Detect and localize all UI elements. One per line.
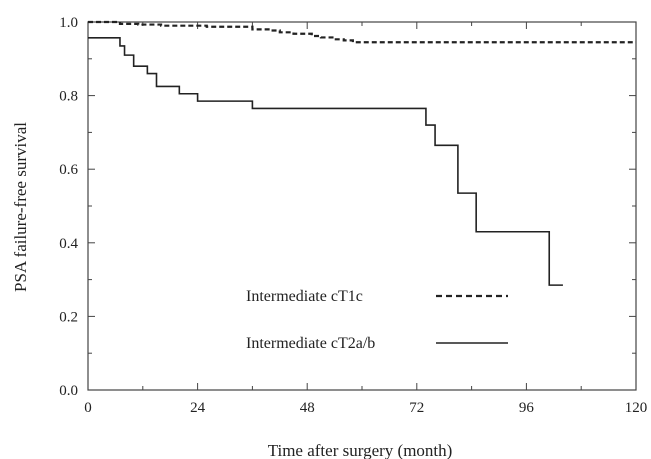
- y-tick-label: 0.6: [59, 162, 78, 178]
- x-tick-label: 120: [625, 400, 648, 416]
- x-tick-label: 72: [409, 400, 424, 416]
- x-tick-label: 48: [300, 400, 315, 416]
- legend: Intermediate cT1c Intermediate cT2a/b: [246, 288, 508, 352]
- x-axis-title: Time after surgery (month): [268, 441, 453, 459]
- ticks: 0 24 48 72 96 120 0.0 0.2 0.4 0.6 0.8 1.0: [59, 15, 647, 416]
- series: [88, 20, 636, 286]
- y-tick-label: 0.0: [59, 383, 78, 399]
- y-tick-label: 1.0: [59, 15, 78, 31]
- y-axis-title: PSA failure-free survival: [11, 122, 30, 292]
- series-line-2: [88, 37, 563, 286]
- y-tick-label: 0.8: [59, 89, 78, 105]
- x-tick-label: 24: [190, 400, 206, 416]
- legend-label-1: Intermediate cT1c: [246, 288, 363, 305]
- x-tick-label: 0: [84, 400, 92, 416]
- series-line-1: [88, 20, 636, 44]
- y-tick-label: 0.4: [59, 236, 78, 252]
- legend-label-2: Intermediate cT2a/b: [246, 335, 375, 352]
- x-tick-label: 96: [519, 400, 535, 416]
- y-tick-label: 0.2: [59, 309, 78, 325]
